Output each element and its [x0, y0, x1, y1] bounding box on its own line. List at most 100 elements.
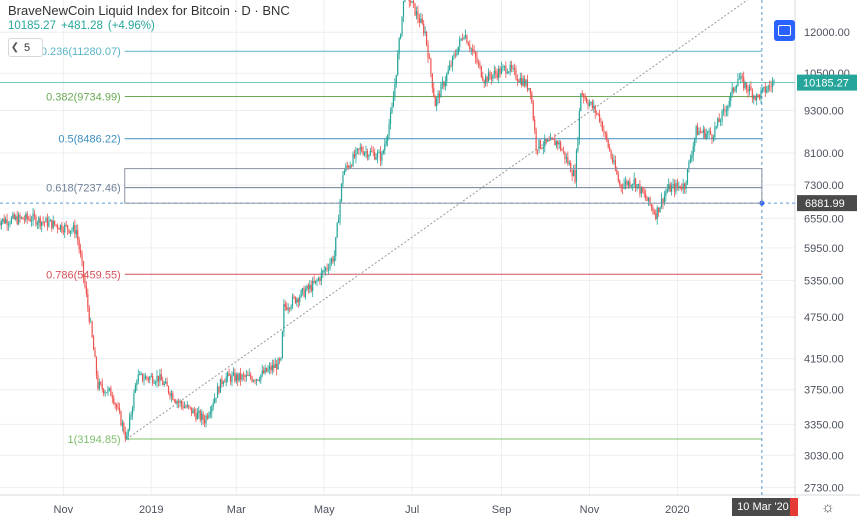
- candle-body: [134, 385, 136, 393]
- gear-icon[interactable]: ☼: [821, 499, 835, 516]
- candle-body: [773, 80, 775, 83]
- candle-body: [683, 183, 686, 189]
- candle-body: [271, 365, 273, 371]
- crosshair-date-marker: [790, 498, 798, 516]
- candle-body: [536, 149, 539, 151]
- candle-body: [201, 413, 203, 420]
- candle-body: [139, 373, 141, 375]
- candle-body: [348, 166, 350, 168]
- fib-level-label: 0.5(8486.22): [58, 134, 120, 146]
- candle-body: [114, 403, 116, 405]
- candle-body: [113, 397, 115, 404]
- candle-body: [72, 225, 74, 230]
- candle-body: [251, 378, 253, 382]
- candle-body: [156, 375, 158, 383]
- candle-body: [310, 284, 312, 292]
- candle-body: [287, 308, 289, 310]
- candle-body: [90, 321, 92, 323]
- candle-body: [130, 414, 132, 417]
- candle-body: [417, 11, 419, 19]
- candle-body: [529, 88, 531, 94]
- candle-body: [676, 183, 678, 187]
- candle-body: [64, 224, 66, 233]
- indicators-toggle[interactable]: ❮ 5: [8, 38, 43, 57]
- candle-body: [235, 374, 237, 382]
- candle-body: [365, 151, 367, 153]
- candle-body: [459, 39, 461, 47]
- candle-body: [395, 74, 397, 85]
- candle-body: [620, 184, 622, 187]
- candle-body: [387, 135, 389, 141]
- candle-body: [349, 165, 351, 168]
- candle-body: [358, 148, 360, 150]
- candle-body: [199, 410, 201, 420]
- candle-body: [492, 74, 494, 79]
- candle-body: [720, 121, 722, 123]
- candle-body: [709, 130, 712, 135]
- candle-body: [6, 219, 8, 225]
- candle-body: [591, 102, 593, 108]
- candle-body: [444, 81, 446, 87]
- candle-body: [136, 381, 138, 386]
- candle-body: [531, 93, 533, 103]
- candle-body: [26, 213, 28, 219]
- candle-body: [639, 184, 641, 194]
- candle-body: [694, 138, 696, 147]
- candle-body: [433, 87, 435, 97]
- candle-body: [464, 35, 467, 38]
- candle-body: [277, 358, 279, 370]
- candle-body: [708, 130, 710, 133]
- y-tick-label: 8100.00: [804, 148, 844, 160]
- candle-body: [613, 160, 615, 162]
- candle-body: [283, 303, 285, 332]
- candle-body: [206, 415, 209, 418]
- candle-body: [32, 213, 34, 221]
- candle-body: [526, 79, 529, 90]
- y-tick-label: 4750.00: [804, 312, 844, 324]
- last-price-badge-text: 10185.27: [803, 78, 849, 90]
- x-tick-label: Sep: [492, 504, 512, 516]
- candle-body: [662, 198, 664, 204]
- candle-body: [258, 380, 260, 382]
- candle-body: [182, 404, 184, 408]
- candle-body: [734, 88, 736, 92]
- candle-body: [669, 184, 671, 192]
- candle-body: [186, 405, 188, 408]
- candle-body: [766, 90, 768, 93]
- candle-body: [622, 186, 624, 189]
- candle-body: [617, 174, 619, 181]
- candle-body: [555, 141, 557, 146]
- candle-body: [731, 87, 733, 93]
- candle-body: [94, 350, 96, 358]
- candle-body: [671, 186, 673, 192]
- fib-trend-line: [126, 0, 749, 440]
- candle-body: [208, 414, 210, 418]
- auto-scale-button[interactable]: [774, 20, 795, 41]
- candle-body: [679, 186, 681, 189]
- candle-body: [313, 281, 315, 283]
- chevron-left-icon: ❮: [10, 42, 20, 53]
- candle-body: [486, 76, 488, 82]
- candle-body: [280, 357, 282, 361]
- candle-body: [385, 140, 387, 145]
- candle-body: [381, 153, 383, 161]
- candle-body: [425, 31, 428, 44]
- candle-body: [769, 85, 771, 87]
- candle-body: [414, 3, 416, 16]
- candle-body: [255, 379, 258, 382]
- candle-body: [423, 23, 425, 33]
- candle-body: [176, 401, 178, 403]
- candle-body: [372, 151, 374, 153]
- candle-body: [172, 393, 174, 400]
- candle-body: [162, 380, 164, 386]
- candle-body: [167, 386, 170, 393]
- candle-body: [319, 278, 321, 281]
- candle-body: [286, 306, 288, 310]
- candle-body: [163, 383, 165, 386]
- candle-body: [691, 155, 693, 160]
- candle-body: [33, 213, 36, 217]
- candle-body: [356, 148, 358, 150]
- candle-body: [18, 215, 20, 224]
- candle-body: [698, 131, 700, 136]
